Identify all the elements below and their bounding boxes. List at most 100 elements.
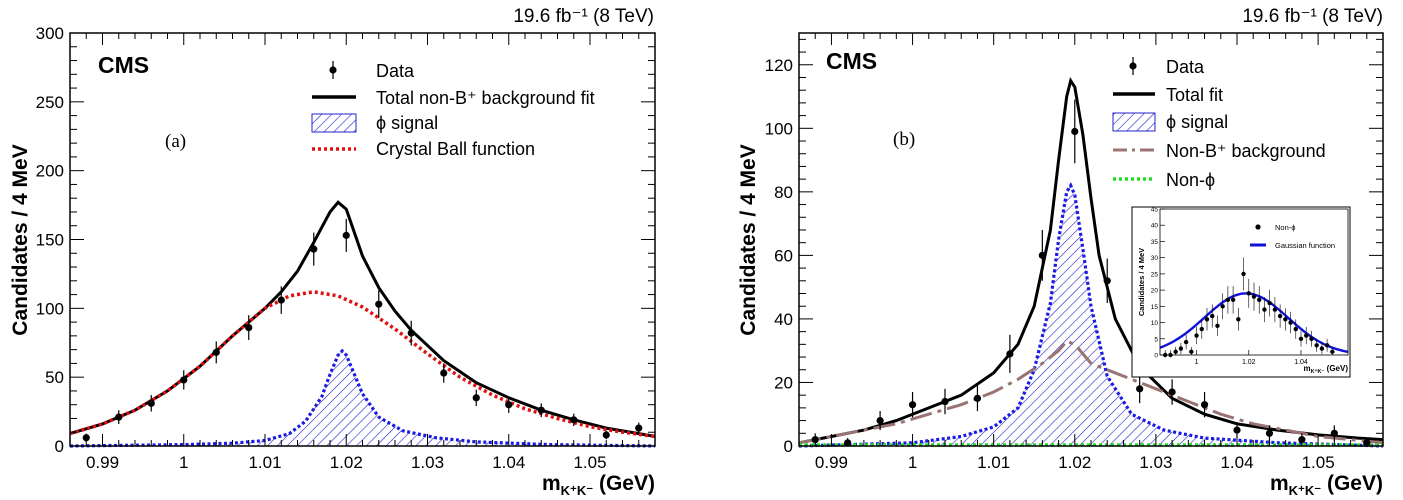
data-point: [1298, 436, 1306, 444]
x-tick-label: 1.02: [1058, 453, 1091, 472]
data-point: [277, 296, 285, 304]
chart-panel-a: 19.6 fb⁻¹ (8 TeV) 0.99 1 1.01 1.02 1.03 1.04 1…: [9, 6, 656, 498]
inset-data-point: [1304, 333, 1309, 338]
inset-data-point: [1257, 297, 1262, 303]
legend-label: Non-B⁺ background: [1166, 141, 1326, 161]
data-point: [635, 424, 643, 432]
inset-y-tick-label: 5: [1154, 336, 1158, 343]
x-tick-label: 1.03: [1139, 453, 1172, 472]
y-axis-title: Candidates / 4 MeV: [737, 144, 760, 335]
inset-data-point: [1267, 300, 1272, 306]
legend-label: Total non-B⁺ background fit: [376, 88, 595, 108]
inset-x-tick-label: 1.02: [1242, 359, 1256, 366]
legend-entry-crystal-ball: Crystal Ball function: [312, 139, 535, 159]
panel-tag: (b): [893, 129, 915, 150]
y-tick-label: 300: [36, 24, 64, 43]
inset-y-tick-label: 15: [1151, 304, 1159, 311]
data-point: [440, 369, 448, 377]
x-tick-label: 1: [179, 453, 188, 472]
data-point: [147, 399, 155, 407]
inset-data-point: [1173, 349, 1178, 354]
inset-x-tick-label: 1.04: [1294, 359, 1308, 366]
inset-data-point: [1220, 304, 1225, 309]
data-point: [472, 394, 480, 402]
inset-data-point: [1199, 326, 1204, 332]
inset-background: [1131, 206, 1351, 378]
data-point: [180, 376, 188, 384]
phi-signal-area: [799, 185, 1383, 446]
inset-data-point: [1251, 294, 1257, 299]
y-tick-label: 80: [774, 183, 793, 202]
inset-y-tick-label: 25: [1151, 271, 1159, 278]
experiment-label: CMS: [98, 52, 149, 78]
legend: Data Total fit ϕ signal Non-B⁺ backgroun…: [1112, 57, 1326, 190]
inset-legend-label: Non-ϕ: [1275, 223, 1295, 232]
inset-data-point: [1236, 317, 1241, 322]
non-b-background-curve: [798, 339, 1384, 445]
data-point: [1136, 385, 1144, 393]
y-tick-label: 250: [36, 93, 64, 112]
x-tick-label: 1.02: [330, 453, 363, 472]
phi-signal-area: [70, 351, 655, 446]
y-tick-label: 20: [774, 373, 793, 392]
inset-x-tick-label: 1: [1195, 359, 1199, 366]
data-point: [212, 348, 220, 356]
inset-data-point: [1298, 336, 1304, 341]
inset-data-point: [1330, 349, 1335, 354]
inset-data-point: [1309, 336, 1314, 341]
legend-label: ϕ signal: [1166, 112, 1228, 132]
legend-entry-data: Data: [329, 61, 415, 81]
y-tick-label: 100: [36, 299, 64, 318]
legend-entry-phi-signal: ϕ signal: [1112, 112, 1228, 132]
data-point: [1103, 277, 1111, 285]
inset-data-point: [1288, 320, 1293, 325]
legend-label: Total fit: [1166, 85, 1223, 105]
inset-y-tick-label: 35: [1151, 239, 1159, 246]
data-point: [505, 401, 513, 409]
data-point: [1200, 401, 1209, 409]
luminosity-label: 19.6 fb⁻¹ (8 TeV): [513, 6, 654, 27]
y-tick-label: 150: [36, 231, 64, 250]
y-axis-title: Candidates / 4 MeV: [9, 144, 32, 335]
inset-data-point: [1277, 313, 1283, 319]
inset-y-axis-title: Candidates / 4 MeV: [1137, 248, 1146, 316]
inset-legend: Non-ϕ Gaussian function: [1250, 223, 1335, 250]
inset-data-point: [1319, 346, 1325, 351]
legend: Data Total non-B⁺ background fit ϕ signa…: [311, 61, 595, 159]
legend-entry-data: Data: [1129, 57, 1205, 77]
inset-legend-label: Gaussian function: [1275, 241, 1335, 250]
data-point: [602, 431, 610, 439]
data-point: [876, 416, 884, 425]
x-tick-label: 0.99: [86, 453, 119, 472]
data-point: [1038, 251, 1046, 259]
phi-signal-curve: [798, 182, 1384, 448]
y-tick-label: 0: [784, 437, 793, 456]
legend-label: Crystal Ball function: [376, 139, 535, 159]
y-tick-label: 50: [45, 368, 64, 387]
data-point: [570, 416, 578, 424]
data-point: [310, 245, 318, 253]
data-point: [407, 329, 415, 337]
inset-data-point: [1189, 349, 1194, 354]
x-tick-label: 1.01: [248, 453, 281, 472]
legend-label: Non-ϕ: [1166, 170, 1215, 190]
data-point: [1330, 429, 1338, 437]
inset-data-point: [1204, 317, 1210, 322]
legend-entry-total-fit: Total non-B⁺ background fit: [312, 88, 595, 108]
fit-curve: [69, 200, 656, 438]
inset-y-tick-label: 10: [1151, 320, 1159, 327]
luminosity-label: 19.6 fb⁻¹ (8 TeV): [1242, 6, 1383, 27]
legend-entry-non-phi: Non-ϕ: [1113, 170, 1215, 190]
crystal-ball-curve: [69, 290, 656, 439]
x-tick-label: 1.05: [573, 453, 606, 472]
inset-x-axis-title: mK⁺K⁻ (GeV): [1304, 364, 1349, 375]
x-tick-label: 0.99: [815, 453, 848, 472]
legend-label: ϕ signal: [376, 113, 438, 133]
chart-panel-b: 19.6 fb⁻¹ (8 TeV) 0.99 1 1.01 1.02 1.03 1.04 1…: [737, 6, 1384, 498]
inset-data-point: [1283, 317, 1288, 322]
y-tick-label: 60: [774, 246, 793, 265]
fit-curve: [798, 77, 1384, 445]
y-tick-label: 40: [774, 310, 793, 329]
data-point: [973, 394, 982, 402]
